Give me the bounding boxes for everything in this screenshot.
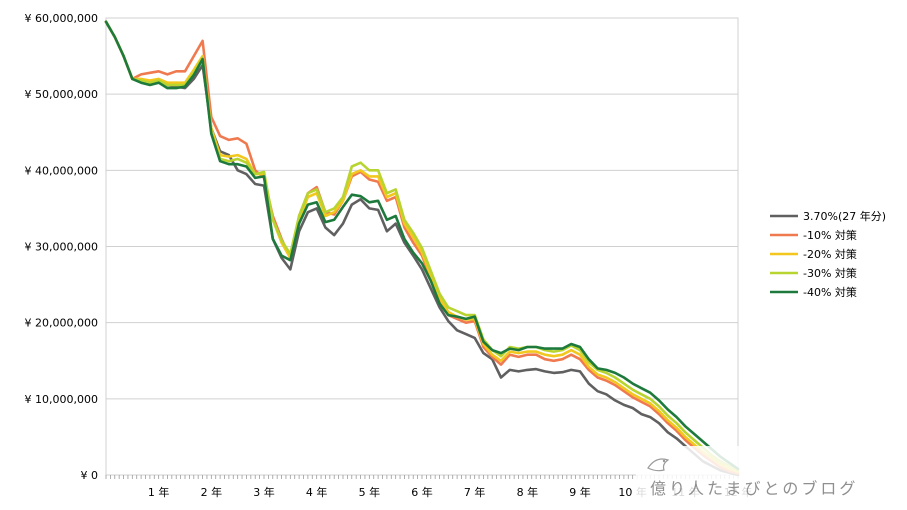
- y-tick-label: ¥ 0: [81, 469, 99, 482]
- y-tick-label: ¥ 10,000,000: [25, 393, 98, 406]
- watermark-text: 億り人たまびとのブログ: [650, 479, 858, 498]
- watermark-bird-icon: [647, 458, 670, 472]
- y-tick-label: ¥ 30,000,000: [25, 241, 98, 254]
- watermark: 億り人たまびとのブログ: [636, 446, 907, 508]
- x-tick-label: 4 年: [306, 485, 328, 499]
- legend: 3.70%(27 年分) -10% 対策 -20% 対策 -30% 対策 -40% 対策: [770, 209, 886, 299]
- watermark-backdrop: [636, 446, 907, 508]
- x-tick-label: 1 年: [148, 485, 170, 499]
- legend-label: -20% 対策: [803, 247, 857, 261]
- y-axis: ¥ 0 ¥ 10,000,000 ¥ 20,000,000 ¥ 30,000,000 ¥…: [25, 12, 98, 482]
- plot-area: [104, 20, 740, 477]
- y-tick-label: ¥ 50,000,000: [25, 88, 98, 101]
- x-tick-label: 3 年: [253, 485, 275, 499]
- y-tick-label: ¥ 60,000,000: [25, 12, 98, 25]
- x-tick-label: 9 年: [569, 485, 591, 499]
- gridlines: [105, 17, 739, 476]
- legend-label: -10% 対策: [803, 228, 857, 242]
- x-tick-label: 7 年: [464, 485, 486, 499]
- series-line-4: [104, 20, 740, 471]
- y-tick-label: ¥ 40,000,000: [25, 164, 98, 177]
- legend-label: 3.70%(27 年分): [803, 209, 886, 223]
- x-tick-label: 6 年: [411, 485, 433, 499]
- x-tick-label: 2 年: [201, 485, 223, 499]
- y-tick-label: ¥ 20,000,000: [25, 317, 98, 330]
- legend-label: -30% 対策: [803, 266, 857, 280]
- x-tick-label: 5 年: [359, 485, 381, 499]
- legend-label: -40% 対策: [803, 285, 857, 299]
- x-tick-label: 8 年: [517, 485, 539, 499]
